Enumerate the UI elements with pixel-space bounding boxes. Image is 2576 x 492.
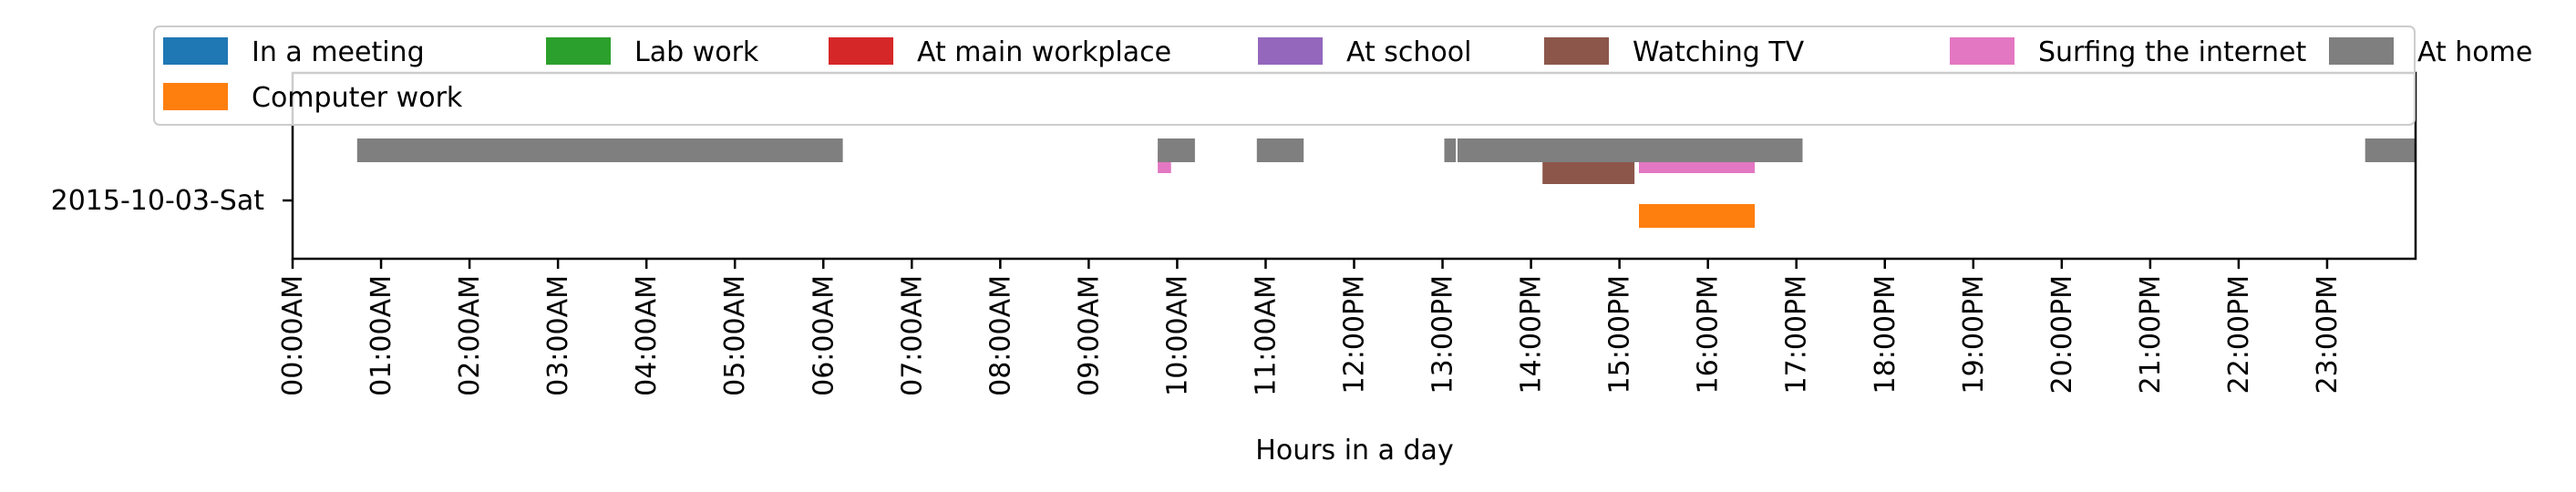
legend-label: Computer work — [252, 82, 463, 114]
legend-swatch — [829, 37, 893, 65]
legend-label: In a meeting — [252, 36, 425, 68]
x-tick-label: 10:00AM — [1161, 275, 1193, 396]
x-tick-label: 16:00PM — [1693, 275, 1725, 394]
bar-at-home — [1256, 138, 1304, 162]
legend: In a meeting Computer work Lab work At main… — [153, 26, 2532, 126]
x-tick-label: 22:00PM — [2223, 275, 2255, 394]
bar-computer-work — [1639, 204, 1756, 228]
x-tick-label: 17:00PM — [1781, 275, 1813, 394]
y-tick-label: 2015-10-03-Sat — [51, 185, 265, 217]
x-tick-label: 23:00PM — [2312, 275, 2344, 394]
bar-at-home — [1158, 138, 1195, 162]
legend-swatch — [163, 83, 228, 110]
x-tick-label: 20:00PM — [2046, 275, 2078, 394]
bar-at-home — [2365, 138, 2416, 162]
x-tick-label: 06:00AM — [808, 275, 840, 396]
x-tick-label: 03:00AM — [542, 275, 574, 396]
x-tick-label: 19:00PM — [1958, 275, 1990, 394]
legend-label: Lab work — [634, 36, 759, 68]
x-tick-label: 11:00AM — [1250, 275, 1282, 396]
x-axis-label: Hours in a day — [1255, 435, 1453, 466]
x-tick-label: 09:00AM — [1073, 275, 1105, 396]
legend-label: At home — [2417, 36, 2532, 68]
legend-label: At school — [1346, 36, 1471, 68]
x-tick-label: 05:00AM — [719, 275, 751, 396]
x-tick-label: 00:00AM — [277, 275, 309, 396]
bar-at-home — [1458, 138, 1803, 162]
x-tick-label: 02:00AM — [454, 275, 486, 396]
legend-frame — [153, 26, 2416, 126]
bars-layer — [356, 138, 2416, 228]
legend-swatch — [163, 37, 228, 65]
x-tick-label: 13:00PM — [1427, 275, 1459, 394]
x-tick-label: 12:00PM — [1339, 275, 1371, 394]
legend-swatch — [2329, 37, 2394, 65]
bar-watching-tv — [1542, 160, 1635, 184]
x-tick-label: 21:00PM — [2135, 275, 2167, 394]
x-tick-label: 07:00AM — [896, 275, 928, 396]
x-tick-label: 04:00AM — [631, 275, 663, 396]
legend-label: Surfing the internet — [2038, 36, 2306, 68]
legend-swatch — [546, 37, 611, 65]
bar-at-home — [1444, 138, 1457, 162]
x-axis-ticks: 00:00AM 01:00AM 02:00AM 03:00AM 04:00AM 05:00… — [277, 259, 2344, 396]
legend-label: Watching TV — [1633, 36, 1805, 68]
legend-swatch — [1950, 37, 2014, 65]
x-tick-label: 15:00PM — [1604, 275, 1636, 394]
legend-swatch — [1258, 37, 1323, 65]
bar-at-home — [356, 138, 843, 162]
x-tick-label: 01:00AM — [366, 275, 397, 396]
x-tick-label: 14:00PM — [1516, 275, 1548, 394]
legend-swatch — [1544, 37, 1609, 65]
x-tick-label: 08:00AM — [984, 275, 1016, 396]
x-tick-label: 18:00PM — [1870, 275, 1901, 394]
legend-label: At main workplace — [917, 36, 1171, 68]
